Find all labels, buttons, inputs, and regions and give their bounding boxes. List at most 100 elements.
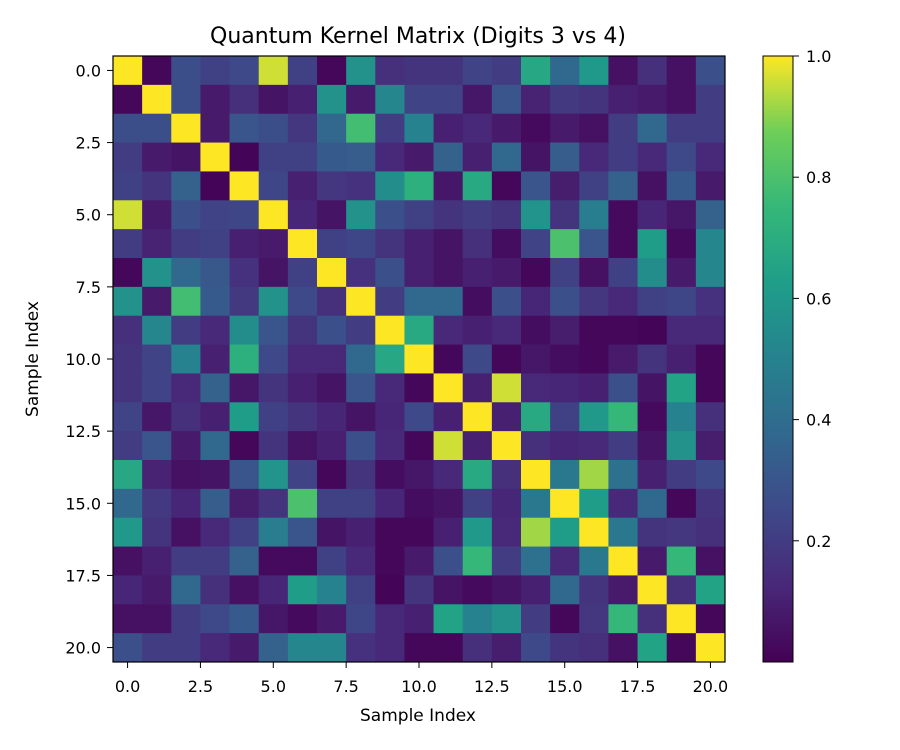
heatmap-cell (695, 546, 726, 576)
heatmap-cell (346, 488, 376, 519)
heatmap-cell (375, 633, 405, 663)
x-tick-label: 12.5 (474, 677, 510, 696)
heatmap-cell (113, 56, 143, 86)
heatmap-cell (462, 56, 493, 86)
heatmap-cell (346, 56, 376, 86)
heatmap-cell (666, 315, 697, 345)
heatmap-cell (171, 229, 201, 259)
heatmap-cell (171, 575, 201, 605)
heatmap-cell (550, 431, 580, 461)
y-axis-ticks: 0.0 2.5 5.0 7.5 10.0 12.5 15.0 17.5 20.0 (65, 61, 113, 658)
heatmap-cell (287, 373, 318, 403)
heatmap-cell (433, 517, 464, 547)
heatmap-cell (579, 402, 609, 432)
heatmap-cell (287, 344, 318, 374)
heatmap-cell (317, 84, 347, 115)
heatmap-cell (317, 402, 347, 432)
heatmap-cell (433, 633, 464, 663)
heatmap-cell (608, 56, 638, 86)
heatmap-cell (229, 142, 260, 172)
heatmap-cell (142, 460, 172, 490)
heatmap-cell (375, 315, 405, 345)
heatmap-cell (258, 258, 289, 288)
heatmap-cell (550, 633, 580, 663)
heatmap-cell (258, 575, 289, 605)
heatmap-cell (375, 200, 405, 230)
heatmap-cell (200, 142, 230, 172)
heatmap-cell (317, 315, 347, 345)
heatmap-cell (608, 460, 638, 490)
heatmap-cell (229, 575, 260, 605)
heatmap-cell (200, 517, 230, 547)
heatmap-cell (521, 142, 551, 172)
heatmap-cell (433, 200, 464, 230)
heatmap-cell (229, 229, 260, 259)
heatmap-cell (695, 575, 726, 605)
heatmap-cell (317, 633, 347, 663)
heatmap-cell (491, 517, 522, 547)
heatmap-cell (200, 258, 230, 288)
heatmap-cell (433, 229, 464, 259)
heatmap-cell (404, 56, 434, 86)
heatmap-cell (608, 604, 638, 634)
heatmap-cell (550, 113, 580, 143)
heatmap-cell (608, 575, 638, 605)
heatmap-cell (637, 604, 668, 634)
heatmap-cell (346, 575, 376, 605)
heatmap-cell (608, 431, 638, 461)
heatmap-cell (491, 142, 522, 172)
heatmap-cell (637, 56, 668, 86)
heatmap-cell (229, 113, 260, 143)
heatmap-cell (637, 258, 668, 288)
heatmap-cell (521, 56, 551, 86)
heatmap-cell (317, 373, 347, 403)
heatmap-cell (637, 113, 668, 143)
y-tick-label: 15.0 (65, 494, 101, 513)
heatmap-cell (404, 575, 434, 605)
heatmap-cell (258, 113, 289, 143)
colorbar-tick-label: 0.4 (806, 411, 831, 430)
heatmap-cell (579, 258, 609, 288)
heatmap-cell (579, 373, 609, 403)
heatmap-cell (142, 286, 172, 317)
heatmap-cell (287, 431, 318, 461)
heatmap-cell (608, 200, 638, 230)
heatmap-cell (579, 171, 609, 201)
heatmap-cell (462, 633, 493, 663)
heatmap-cell (142, 315, 172, 345)
heatmap-cell (550, 604, 580, 634)
heatmap-cell (142, 431, 172, 461)
heatmap-cell (404, 517, 434, 547)
heatmap-cell (550, 286, 580, 317)
heatmap-cell (404, 402, 434, 432)
heatmap-cell (666, 113, 697, 143)
heatmap-cell (462, 546, 493, 576)
heatmap-cell (346, 546, 376, 576)
heatmap-cell (491, 200, 522, 230)
heatmap-cell (462, 488, 493, 519)
heatmap-cell (258, 229, 289, 259)
heatmap-cell (404, 488, 434, 519)
heatmap-cell (375, 488, 405, 519)
heatmap-cell (113, 84, 143, 115)
heatmap-cell (695, 171, 726, 201)
heatmap-cell (521, 258, 551, 288)
heatmap-cell (404, 113, 434, 143)
heatmap-cell (550, 373, 580, 403)
heatmap-cell (258, 517, 289, 547)
colorbar-tick-label: 1.0 (806, 47, 831, 66)
heatmap-cell (404, 460, 434, 490)
y-tick-label: 17.5 (65, 566, 101, 585)
heatmap-cell (521, 171, 551, 201)
heatmap-cell (695, 84, 726, 115)
heatmap-cell (375, 604, 405, 634)
heatmap-cell (375, 84, 405, 115)
heatmap-cell (404, 142, 434, 172)
y-tick-label: 0.0 (76, 61, 101, 80)
heatmap-cell (171, 171, 201, 201)
x-axis-label: Sample Index (360, 706, 476, 726)
heatmap-cell (229, 604, 260, 634)
heatmap-cell (695, 402, 726, 432)
heatmap-cell (229, 84, 260, 115)
heatmap-cell (375, 171, 405, 201)
